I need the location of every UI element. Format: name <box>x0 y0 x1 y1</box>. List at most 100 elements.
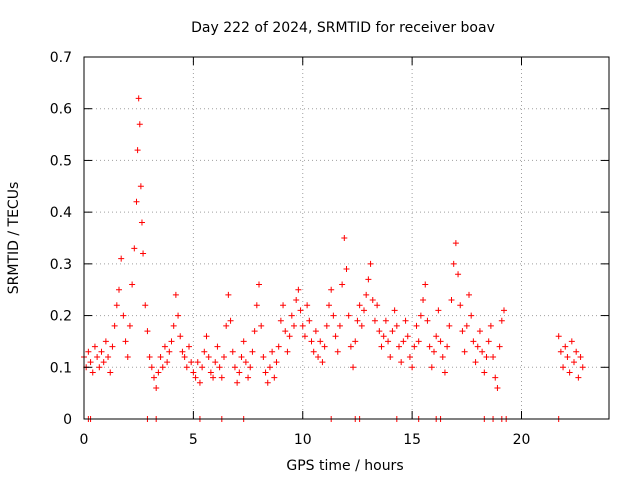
data-point <box>242 359 249 366</box>
data-point <box>170 322 177 329</box>
data-point <box>323 322 330 329</box>
data-point <box>420 297 427 304</box>
data-point <box>566 369 573 376</box>
data-point <box>135 95 142 102</box>
data-point <box>310 348 317 355</box>
data-point <box>369 297 376 304</box>
data-point <box>374 302 381 309</box>
data-point <box>223 322 230 329</box>
data-point <box>437 338 444 345</box>
data-point <box>304 302 311 309</box>
data-point <box>415 338 422 345</box>
y-tick-label: 0.1 <box>50 360 72 376</box>
data-point <box>299 322 306 329</box>
data-point <box>231 364 238 371</box>
data-point <box>120 312 127 319</box>
data-point <box>472 359 479 366</box>
data-point <box>439 353 446 360</box>
data-point <box>133 198 140 205</box>
x-tick-label: 0 <box>80 432 89 448</box>
data-point <box>168 338 175 345</box>
data-point <box>282 328 289 335</box>
data-point <box>431 348 437 355</box>
data-point <box>216 364 223 371</box>
data-point <box>288 312 295 319</box>
data-point <box>188 359 195 366</box>
data-point <box>102 338 109 345</box>
axis-ticks: 0 0.1 0.2 0.3 0.4 0.5 0.6 0.7 0 5 10 15 20 <box>50 50 609 448</box>
data-point <box>411 343 418 350</box>
data-point <box>295 286 302 293</box>
x-tick-label: 10 <box>294 432 312 448</box>
data-point <box>218 374 225 381</box>
data-point <box>466 291 472 298</box>
data-point <box>210 374 217 381</box>
data-point <box>301 333 308 340</box>
data-point <box>332 333 339 340</box>
data-point <box>229 348 236 355</box>
data-point <box>435 307 442 314</box>
data-point <box>207 369 214 376</box>
data-point <box>378 343 385 350</box>
data-point <box>238 353 245 360</box>
data-point <box>463 322 470 329</box>
data-point <box>459 328 466 335</box>
data-point <box>293 297 300 304</box>
data-point <box>146 353 153 360</box>
data-point <box>183 364 190 371</box>
data-point <box>306 317 313 324</box>
data-point <box>269 348 276 355</box>
data-point <box>227 317 234 324</box>
x-tick-label: 5 <box>189 432 198 448</box>
data-point <box>356 302 363 309</box>
data-point <box>455 271 462 278</box>
data-point <box>498 317 505 324</box>
data-point <box>347 343 354 350</box>
data-point <box>573 348 580 355</box>
data-point <box>396 343 402 350</box>
data-point <box>138 219 145 226</box>
data-point <box>91 343 98 350</box>
data-point <box>382 317 389 324</box>
data-point <box>577 353 584 360</box>
data-point <box>361 307 367 314</box>
data-point <box>312 328 319 335</box>
data-point <box>387 353 394 360</box>
data-point <box>428 364 435 371</box>
data-point <box>564 353 571 360</box>
data-point <box>126 322 133 329</box>
data-point <box>236 369 243 376</box>
data-point <box>122 338 129 345</box>
data-point <box>256 281 262 288</box>
data-point <box>98 348 105 355</box>
data-point <box>251 328 258 335</box>
data-point <box>452 240 459 247</box>
data-point <box>161 343 168 350</box>
data-point <box>413 322 420 329</box>
data-point <box>124 353 131 360</box>
y-tick-label: 0.7 <box>50 50 72 66</box>
data-point <box>481 369 488 376</box>
data-point <box>273 359 280 366</box>
data-point <box>221 353 227 360</box>
data-point <box>100 359 107 366</box>
data-point <box>571 359 577 366</box>
data-point <box>380 333 387 340</box>
data-point <box>485 338 492 345</box>
data-point <box>271 374 278 381</box>
data-point <box>479 348 486 355</box>
data-point <box>389 328 396 335</box>
data-point <box>400 338 407 345</box>
data-point <box>118 255 125 262</box>
data-point <box>249 348 256 355</box>
data-point <box>450 260 457 267</box>
data-point <box>315 353 322 360</box>
data-point <box>352 338 359 345</box>
data-point <box>190 369 197 376</box>
data-point <box>203 333 210 340</box>
data-point <box>417 312 424 319</box>
y-tick-label: 0 <box>63 412 72 428</box>
data-point <box>155 369 162 376</box>
grid <box>84 57 609 419</box>
